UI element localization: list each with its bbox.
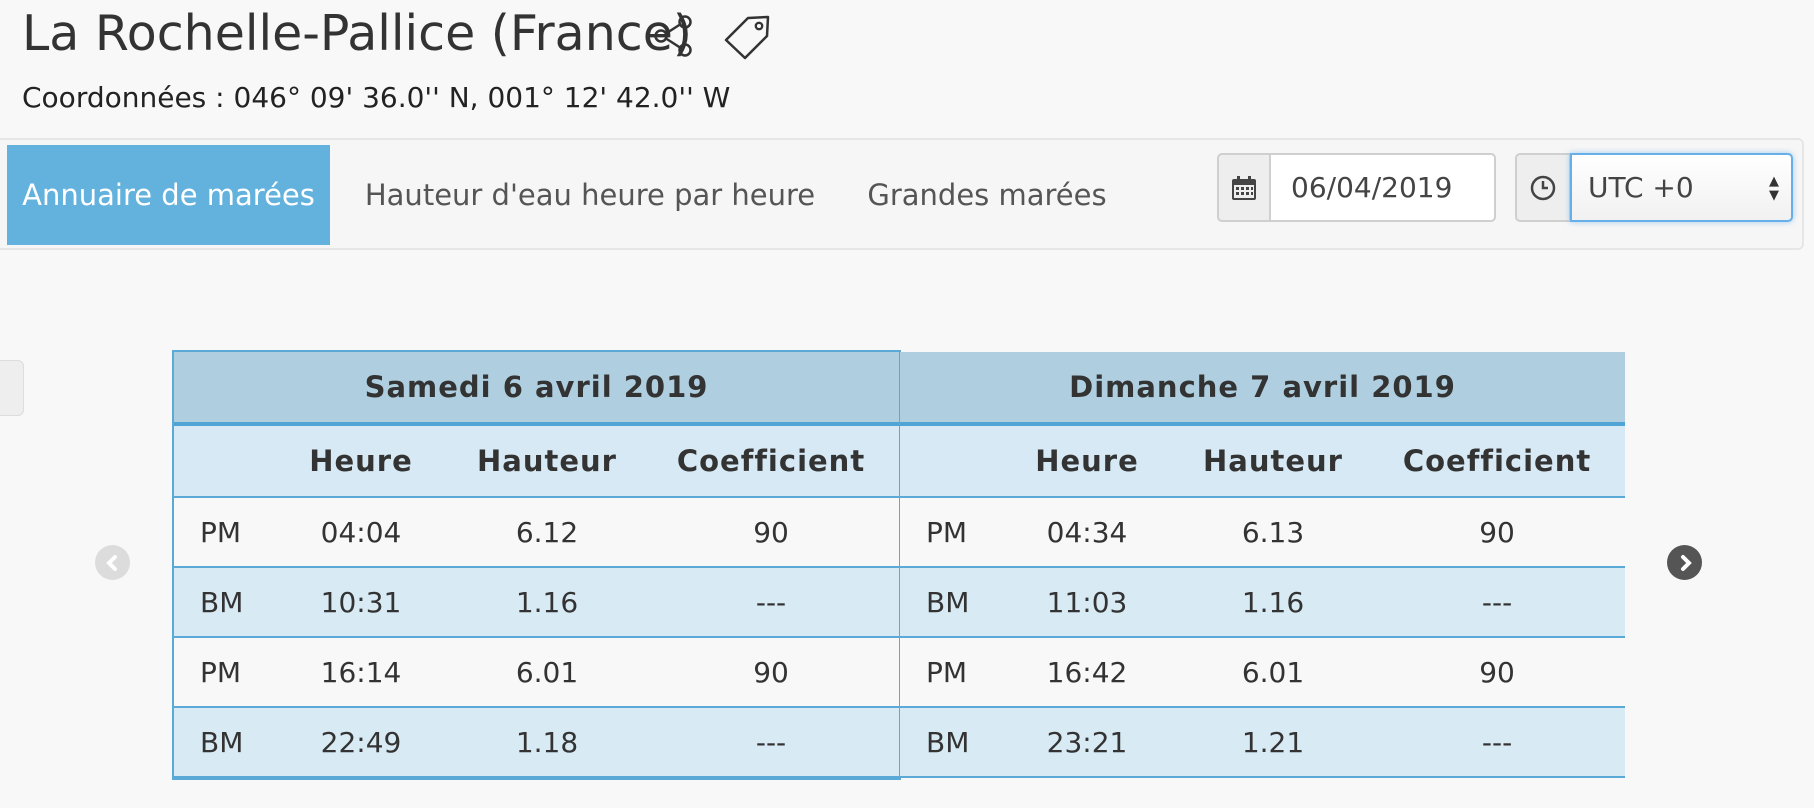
tide-height: 1.21: [1177, 707, 1369, 778]
tide-type: PM: [174, 497, 271, 568]
date-picker: 06/04/2019: [1217, 153, 1496, 222]
side-tab[interactable]: [0, 360, 24, 416]
tide-height: 6.01: [451, 637, 643, 708]
tide-coefficient: 90: [1369, 497, 1626, 568]
tide-height: 1.18: [451, 707, 643, 778]
tide-table-day-1: Samedi 6 avril 2019 Heure Hauteur Coeffi…: [171, 350, 902, 780]
tide-height: 6.01: [1177, 637, 1369, 708]
table-row: PM 04:34 6.13 90: [900, 497, 1626, 568]
tide-time: 04:34: [997, 497, 1177, 568]
tide-coefficient: 90: [643, 497, 900, 568]
column-header-coefficient: Coefficient: [1369, 424, 1626, 498]
tide-height: 1.16: [1177, 567, 1369, 638]
page-title: La Rochelle-Pallice (France): [22, 5, 692, 62]
tide-type: BM: [174, 707, 271, 778]
tide-type: BM: [900, 707, 997, 778]
tab-annuaire-de-marees[interactable]: Annuaire de marées: [7, 145, 330, 245]
column-header-hauteur: Hauteur: [451, 424, 643, 498]
tide-height: 6.12: [451, 497, 643, 568]
table-row: PM 16:42 6.01 90: [900, 637, 1626, 708]
table-row: PM 04:04 6.12 90: [174, 497, 900, 568]
table-row: PM 16:14 6.01 90: [174, 637, 900, 708]
tide-time: 11:03: [997, 567, 1177, 638]
date-input[interactable]: 06/04/2019: [1269, 153, 1496, 222]
tide-time: 10:31: [271, 567, 451, 638]
tide-coefficient: ---: [643, 707, 900, 778]
column-header-hauteur: Hauteur: [1177, 424, 1369, 498]
tide-type: PM: [174, 637, 271, 708]
day-heading: Dimanche 7 avril 2019: [900, 352, 1626, 426]
tide-type: BM: [174, 567, 271, 638]
day-heading: Samedi 6 avril 2019: [174, 352, 900, 426]
column-header-type: [174, 424, 271, 498]
coordinates-text: Coordonnées : 046° 09' 36.0'' N, 001° 12…: [22, 81, 731, 114]
tide-time: 23:21: [997, 707, 1177, 778]
tide-time: 16:14: [271, 637, 451, 708]
timezone-picker: UTC +0 ▲ ▼: [1515, 153, 1793, 222]
select-arrows-icon: ▲ ▼: [1769, 174, 1779, 203]
tag-icon[interactable]: [722, 12, 774, 60]
timezone-value: UTC +0: [1588, 171, 1694, 204]
share-icon[interactable]: [652, 14, 696, 58]
tide-coefficient: ---: [1369, 567, 1626, 638]
tide-coefficient: 90: [643, 637, 900, 708]
tab-hauteur-heure-par-heure[interactable]: Hauteur d'eau heure par heure: [364, 178, 816, 212]
table-row: BM 22:49 1.18 ---: [174, 707, 900, 778]
column-header-type: [900, 424, 997, 498]
tide-time: 16:42: [997, 637, 1177, 708]
table-row: BM 11:03 1.16 ---: [900, 567, 1626, 638]
clock-icon: [1515, 153, 1571, 222]
previous-arrow-icon[interactable]: [95, 545, 130, 580]
column-header-heure: Heure: [997, 424, 1177, 498]
timezone-select[interactable]: UTC +0 ▲ ▼: [1570, 153, 1793, 222]
tide-time: 22:49: [271, 707, 451, 778]
tide-type: PM: [900, 497, 997, 568]
tide-type: BM: [900, 567, 997, 638]
tide-coefficient: ---: [1369, 707, 1626, 778]
table-row: BM 23:21 1.21 ---: [900, 707, 1626, 778]
column-header-heure: Heure: [271, 424, 451, 498]
tide-height: 1.16: [451, 567, 643, 638]
tab-grandes-marees[interactable]: Grandes marées: [867, 178, 1107, 212]
table-row: BM 10:31 1.16 ---: [174, 567, 900, 638]
calendar-icon[interactable]: [1217, 153, 1271, 222]
next-arrow-icon[interactable]: [1667, 545, 1702, 580]
tide-coefficient: ---: [643, 567, 900, 638]
tide-height: 6.13: [1177, 497, 1369, 568]
tide-coefficient: 90: [1369, 637, 1626, 708]
tide-time: 04:04: [271, 497, 451, 568]
tide-type: PM: [900, 637, 997, 708]
column-header-coefficient: Coefficient: [643, 424, 900, 498]
tide-table-day-2: Dimanche 7 avril 2019 Heure Hauteur Coef…: [900, 352, 1626, 778]
